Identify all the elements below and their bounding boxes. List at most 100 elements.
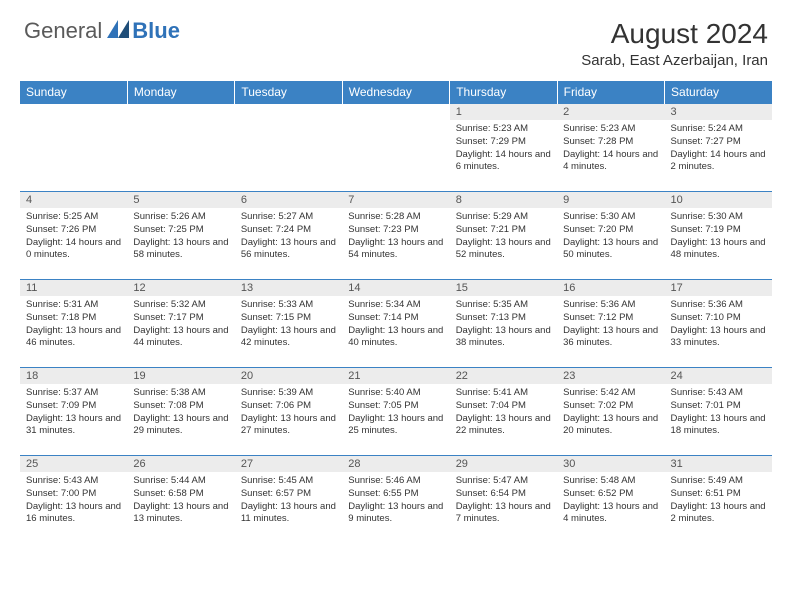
day-dl: Daylight: 13 hours and 42 minutes.: [241, 325, 336, 351]
calendar-cell: 26Sunrise: 5:44 AMSunset: 6:58 PMDayligh…: [127, 456, 234, 544]
calendar-cell: 23Sunrise: 5:42 AMSunset: 7:02 PMDayligh…: [557, 368, 664, 456]
calendar-cell: 30Sunrise: 5:48 AMSunset: 6:52 PMDayligh…: [557, 456, 664, 544]
calendar-row: 1Sunrise: 5:23 AMSunset: 7:29 PMDaylight…: [20, 104, 772, 192]
logo: General Blue: [24, 18, 180, 44]
day-sr: Sunrise: 5:41 AM: [456, 387, 551, 400]
day-dl: Daylight: 13 hours and 20 minutes.: [563, 413, 658, 439]
day-sr: Sunrise: 5:38 AM: [133, 387, 228, 400]
day-dl: Daylight: 13 hours and 7 minutes.: [456, 501, 551, 527]
calendar-cell: 12Sunrise: 5:32 AMSunset: 7:17 PMDayligh…: [127, 280, 234, 368]
day-sr: Sunrise: 5:35 AM: [456, 299, 551, 312]
calendar-cell: 14Sunrise: 5:34 AMSunset: 7:14 PMDayligh…: [342, 280, 449, 368]
calendar-row: 18Sunrise: 5:37 AMSunset: 7:09 PMDayligh…: [20, 368, 772, 456]
weekday-header: Saturday: [665, 81, 772, 104]
day-ss: Sunset: 7:06 PM: [241, 400, 336, 413]
day-body: Sunrise: 5:47 AMSunset: 6:54 PMDaylight:…: [450, 472, 557, 529]
calendar-cell: [20, 104, 127, 192]
day-body: Sunrise: 5:49 AMSunset: 6:51 PMDaylight:…: [665, 472, 772, 529]
day-dl: Daylight: 13 hours and 44 minutes.: [133, 325, 228, 351]
day-ss: Sunset: 7:27 PM: [671, 136, 766, 149]
day-dl: Daylight: 13 hours and 29 minutes.: [133, 413, 228, 439]
day-ss: Sunset: 7:05 PM: [348, 400, 443, 413]
day-ss: Sunset: 6:52 PM: [563, 488, 658, 501]
day-body: Sunrise: 5:33 AMSunset: 7:15 PMDaylight:…: [235, 296, 342, 353]
calendar-cell: [342, 104, 449, 192]
day-body: Sunrise: 5:23 AMSunset: 7:29 PMDaylight:…: [450, 120, 557, 177]
day-body: Sunrise: 5:31 AMSunset: 7:18 PMDaylight:…: [20, 296, 127, 353]
weekday-header: Thursday: [450, 81, 557, 104]
day-ss: Sunset: 7:26 PM: [26, 224, 121, 237]
calendar-cell: [235, 104, 342, 192]
day-sr: Sunrise: 5:27 AM: [241, 211, 336, 224]
day-number: 19: [127, 368, 234, 384]
calendar-cell: 31Sunrise: 5:49 AMSunset: 6:51 PMDayligh…: [665, 456, 772, 544]
calendar-cell: 15Sunrise: 5:35 AMSunset: 7:13 PMDayligh…: [450, 280, 557, 368]
calendar-cell: 17Sunrise: 5:36 AMSunset: 7:10 PMDayligh…: [665, 280, 772, 368]
day-body: Sunrise: 5:35 AMSunset: 7:13 PMDaylight:…: [450, 296, 557, 353]
day-body: Sunrise: 5:42 AMSunset: 7:02 PMDaylight:…: [557, 384, 664, 441]
day-number: 16: [557, 280, 664, 296]
day-ss: Sunset: 7:02 PM: [563, 400, 658, 413]
calendar-cell: 25Sunrise: 5:43 AMSunset: 7:00 PMDayligh…: [20, 456, 127, 544]
day-number: 25: [20, 456, 127, 472]
day-body: Sunrise: 5:27 AMSunset: 7:24 PMDaylight:…: [235, 208, 342, 265]
calendar-cell: 16Sunrise: 5:36 AMSunset: 7:12 PMDayligh…: [557, 280, 664, 368]
day-number: 4: [20, 192, 127, 208]
day-sr: Sunrise: 5:33 AM: [241, 299, 336, 312]
day-dl: Daylight: 13 hours and 40 minutes.: [348, 325, 443, 351]
day-sr: Sunrise: 5:37 AM: [26, 387, 121, 400]
day-ss: Sunset: 6:58 PM: [133, 488, 228, 501]
day-sr: Sunrise: 5:28 AM: [348, 211, 443, 224]
weekday-header: Tuesday: [235, 81, 342, 104]
day-body: Sunrise: 5:26 AMSunset: 7:25 PMDaylight:…: [127, 208, 234, 265]
day-body: Sunrise: 5:24 AMSunset: 7:27 PMDaylight:…: [665, 120, 772, 177]
day-sr: Sunrise: 5:43 AM: [26, 475, 121, 488]
calendar-cell: 13Sunrise: 5:33 AMSunset: 7:15 PMDayligh…: [235, 280, 342, 368]
day-body: Sunrise: 5:37 AMSunset: 7:09 PMDaylight:…: [20, 384, 127, 441]
day-number: 15: [450, 280, 557, 296]
calendar-row: 11Sunrise: 5:31 AMSunset: 7:18 PMDayligh…: [20, 280, 772, 368]
day-number: 10: [665, 192, 772, 208]
day-body: Sunrise: 5:39 AMSunset: 7:06 PMDaylight:…: [235, 384, 342, 441]
day-dl: Daylight: 13 hours and 2 minutes.: [671, 501, 766, 527]
day-sr: Sunrise: 5:45 AM: [241, 475, 336, 488]
day-dl: Daylight: 14 hours and 0 minutes.: [26, 237, 121, 263]
day-ss: Sunset: 6:55 PM: [348, 488, 443, 501]
day-dl: Daylight: 13 hours and 48 minutes.: [671, 237, 766, 263]
day-number: 21: [342, 368, 449, 384]
day-dl: Daylight: 13 hours and 38 minutes.: [456, 325, 551, 351]
day-body: Sunrise: 5:28 AMSunset: 7:23 PMDaylight:…: [342, 208, 449, 265]
logo-triangle-icon: [107, 20, 129, 43]
day-dl: Daylight: 13 hours and 52 minutes.: [456, 237, 551, 263]
day-ss: Sunset: 7:09 PM: [26, 400, 121, 413]
day-dl: Daylight: 14 hours and 2 minutes.: [671, 149, 766, 175]
day-sr: Sunrise: 5:34 AM: [348, 299, 443, 312]
day-ss: Sunset: 7:08 PM: [133, 400, 228, 413]
day-body: Sunrise: 5:44 AMSunset: 6:58 PMDaylight:…: [127, 472, 234, 529]
calendar-cell: 9Sunrise: 5:30 AMSunset: 7:20 PMDaylight…: [557, 192, 664, 280]
day-ss: Sunset: 6:54 PM: [456, 488, 551, 501]
day-sr: Sunrise: 5:30 AM: [563, 211, 658, 224]
day-number: 28: [342, 456, 449, 472]
day-number: 3: [665, 104, 772, 120]
day-body: Sunrise: 5:48 AMSunset: 6:52 PMDaylight:…: [557, 472, 664, 529]
calendar-cell: 28Sunrise: 5:46 AMSunset: 6:55 PMDayligh…: [342, 456, 449, 544]
day-number: 20: [235, 368, 342, 384]
day-number: 27: [235, 456, 342, 472]
day-sr: Sunrise: 5:23 AM: [563, 123, 658, 136]
day-ss: Sunset: 7:15 PM: [241, 312, 336, 325]
day-number: 23: [557, 368, 664, 384]
day-dl: Daylight: 13 hours and 50 minutes.: [563, 237, 658, 263]
day-ss: Sunset: 7:28 PM: [563, 136, 658, 149]
day-ss: Sunset: 7:00 PM: [26, 488, 121, 501]
calendar-table: SundayMondayTuesdayWednesdayThursdayFrid…: [20, 81, 772, 544]
day-dl: Daylight: 14 hours and 4 minutes.: [563, 149, 658, 175]
calendar-row: 4Sunrise: 5:25 AMSunset: 7:26 PMDaylight…: [20, 192, 772, 280]
calendar-cell: 6Sunrise: 5:27 AMSunset: 7:24 PMDaylight…: [235, 192, 342, 280]
day-dl: Daylight: 13 hours and 58 minutes.: [133, 237, 228, 263]
day-body: Sunrise: 5:40 AMSunset: 7:05 PMDaylight:…: [342, 384, 449, 441]
calendar-cell: 7Sunrise: 5:28 AMSunset: 7:23 PMDaylight…: [342, 192, 449, 280]
day-sr: Sunrise: 5:49 AM: [671, 475, 766, 488]
day-number: 22: [450, 368, 557, 384]
day-number: 5: [127, 192, 234, 208]
